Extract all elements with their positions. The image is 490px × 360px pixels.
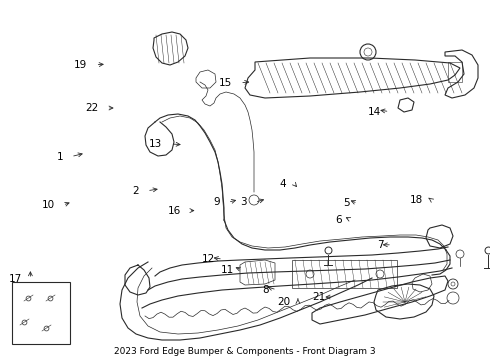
Text: 18: 18	[410, 195, 423, 205]
Text: 22: 22	[86, 103, 99, 113]
Text: 11: 11	[221, 265, 235, 275]
Text: 8: 8	[262, 285, 269, 295]
Text: 4: 4	[279, 179, 286, 189]
Text: 14: 14	[368, 107, 382, 117]
Text: 21: 21	[312, 292, 325, 302]
Text: 19: 19	[74, 60, 88, 70]
Text: 17: 17	[9, 274, 23, 284]
Bar	[12, 282, 70, 344]
Bar	[292, 260, 397, 288]
Text: 3: 3	[240, 197, 247, 207]
Text: 15: 15	[219, 78, 232, 88]
Bar	[448, 62, 462, 82]
Text: 16: 16	[168, 206, 181, 216]
Text: 13: 13	[149, 139, 163, 149]
Text: 6: 6	[336, 215, 343, 225]
Text: 2: 2	[132, 186, 139, 196]
Text: 20: 20	[277, 297, 290, 307]
Text: 1: 1	[56, 152, 63, 162]
Text: 7: 7	[377, 240, 384, 250]
Text: 9: 9	[213, 197, 220, 207]
Text: 10: 10	[42, 200, 55, 210]
Text: 2023 Ford Edge Bumper & Components - Front Diagram 3: 2023 Ford Edge Bumper & Components - Fro…	[114, 347, 376, 356]
Text: 5: 5	[343, 198, 350, 208]
Text: 12: 12	[202, 254, 215, 264]
